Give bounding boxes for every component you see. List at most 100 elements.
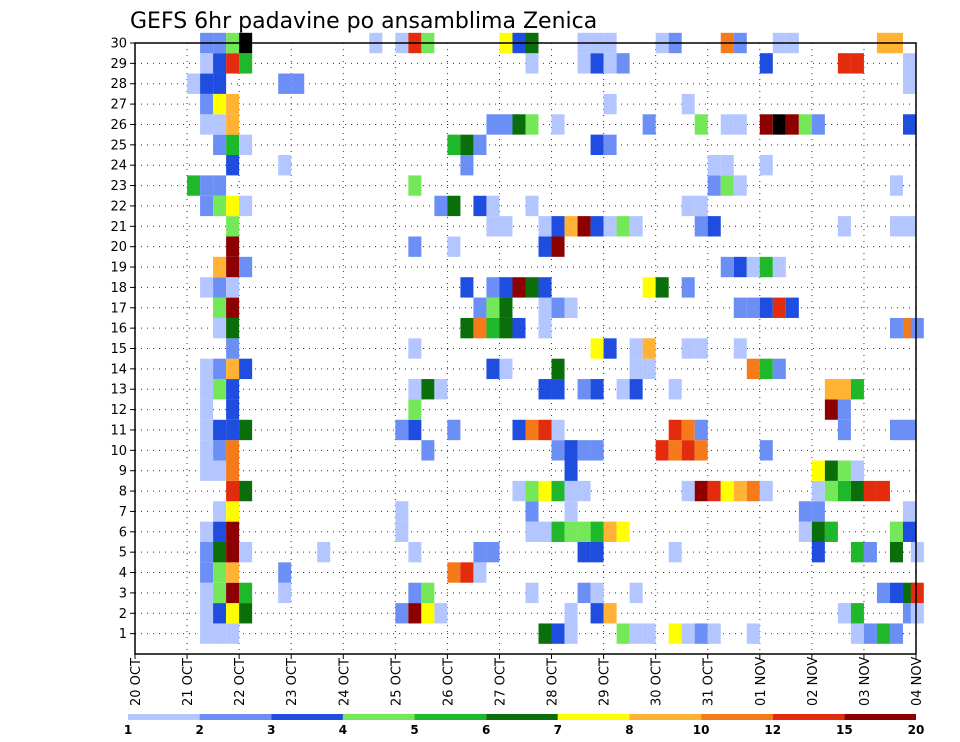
legend-swatch (128, 714, 200, 720)
heatmap-cell (499, 297, 513, 318)
heatmap-cell (187, 73, 201, 94)
legend-swatch (486, 714, 558, 720)
heatmap-cell (837, 460, 851, 481)
heatmap-cell (668, 541, 682, 563)
heatmap-cell (538, 480, 552, 502)
heatmap-cell (577, 216, 591, 237)
y-tick-label: 12 (110, 403, 127, 418)
heatmap-cell (460, 562, 474, 583)
y-tick-label: 16 (110, 322, 127, 337)
heatmap-cell (200, 603, 214, 624)
heatmap-cell (590, 603, 604, 624)
heatmap-cell (226, 317, 240, 339)
y-tick-label: 27 (110, 98, 127, 113)
heatmap-cell (278, 562, 292, 583)
heatmap-cell (811, 114, 825, 135)
heatmap-cell (564, 603, 578, 624)
heatmap-cell (447, 236, 461, 257)
y-tick-label: 10 (110, 444, 127, 459)
heatmap-cell (694, 623, 708, 644)
heatmap-cell (590, 338, 604, 359)
heatmap-cell (538, 216, 552, 237)
heatmap-cell (278, 155, 292, 176)
heatmap-cell (213, 541, 227, 563)
x-tick-label: 31 OCT (702, 658, 717, 706)
heatmap-cell (759, 155, 773, 176)
heatmap-cell (629, 216, 643, 237)
heatmap-cell (889, 623, 903, 644)
heatmap-cell (616, 623, 630, 644)
heatmap-cell (811, 460, 825, 481)
heatmap-cell (486, 297, 500, 318)
heatmap-cell (720, 175, 734, 196)
heatmap-cell (720, 480, 734, 502)
heatmap-cell (408, 419, 422, 441)
heatmap-cell (889, 216, 903, 237)
heatmap-cell (564, 521, 578, 542)
heatmap-cell (226, 114, 240, 135)
heatmap-cell (408, 582, 422, 604)
legend-swatch (557, 714, 630, 720)
heatmap-cell (902, 521, 916, 542)
heatmap-cell (603, 216, 617, 237)
heatmap-cell (538, 521, 552, 542)
heatmap-cell (213, 134, 227, 156)
heatmap-cell (824, 480, 838, 502)
heatmap-cell (512, 317, 526, 339)
heatmap-cell (408, 603, 422, 624)
heatmap-cell (434, 603, 448, 624)
heatmap-cell (200, 93, 214, 115)
heatmap-cell (850, 460, 864, 481)
x-axis: 20 OCT 21 OCT 22 OCT 23 OCT 24 OCT 25 OCT 26 O… (129, 654, 925, 706)
x-tick-label: 24 OCT (337, 658, 352, 706)
heatmap-cell (200, 175, 214, 196)
heatmap-cell (200, 440, 214, 461)
heatmap-cell (395, 501, 409, 522)
heatmap-cell (525, 277, 539, 298)
heatmap-cell (733, 256, 747, 278)
heatmap-cell (694, 440, 708, 461)
heatmap-cell (551, 440, 565, 461)
heatmap-cell (421, 603, 435, 624)
x-tick-label: 02 NOV (806, 657, 821, 706)
color-legend: 1 2 3 4 5 6 7 8 10 12 15 20 (124, 714, 924, 737)
y-tick-label: 18 (110, 281, 127, 296)
x-tick-label: 29 OCT (598, 658, 613, 706)
heatmap-cell (525, 114, 539, 135)
heatmap-cell (486, 317, 500, 339)
heatmap-cell (889, 582, 903, 604)
heatmap-cell (525, 501, 539, 522)
heatmap-cell (226, 53, 240, 74)
heatmap-cell (200, 195, 214, 217)
heatmap-cell (603, 521, 617, 542)
heatmap-cell (642, 358, 656, 380)
heatmap-cell (551, 480, 565, 502)
y-tick-label: 15 (110, 342, 127, 357)
heatmap-cell (837, 603, 851, 624)
heatmap-cell (746, 297, 760, 318)
heatmap-cell (564, 501, 578, 522)
heatmap-cell (616, 379, 630, 400)
heatmap-cell (824, 379, 838, 400)
legend-swatch (629, 714, 702, 720)
heatmap-cell (213, 603, 227, 624)
heatmap-cell (512, 114, 526, 135)
heatmap-cell (213, 501, 227, 522)
y-tick-label: 1 (119, 627, 127, 642)
heatmap-cell (213, 114, 227, 135)
heatmap-cell (759, 480, 773, 502)
heatmap-cell (785, 297, 799, 318)
heatmap-cell (837, 53, 851, 74)
heatmap-cell (902, 114, 916, 135)
heatmap-cell (811, 501, 825, 522)
heatmap-cell (681, 93, 695, 115)
heatmap-cell (226, 256, 240, 278)
heatmap-cell (551, 358, 565, 380)
heatmap-cell (837, 480, 851, 502)
y-tick-label: 26 (110, 118, 127, 133)
heatmap-cell (629, 338, 643, 359)
heatmap-cell (910, 603, 924, 624)
heatmap-cell (486, 541, 500, 563)
heatmap-cell (655, 277, 669, 298)
heatmap-cell (421, 440, 435, 461)
